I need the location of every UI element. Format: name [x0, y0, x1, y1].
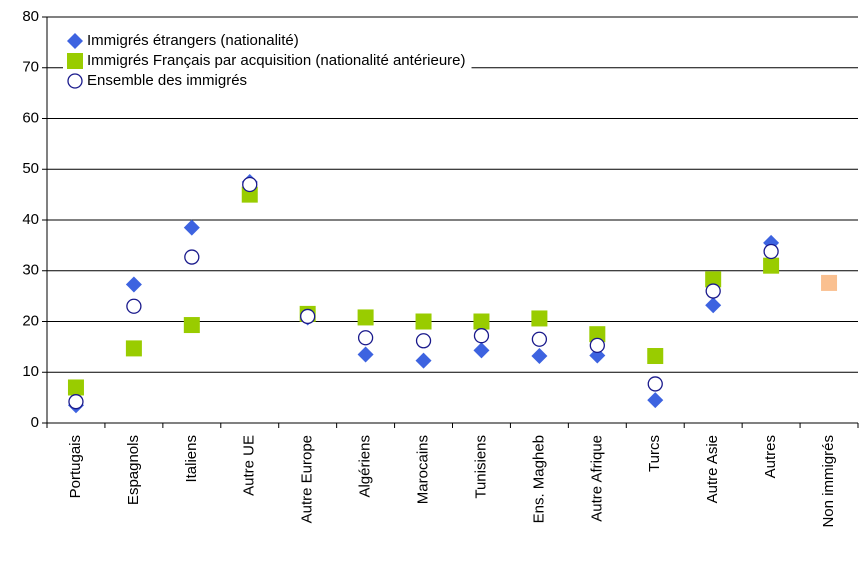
point — [126, 298, 142, 314]
point — [68, 394, 84, 410]
y-tick-label: 20 — [22, 312, 39, 329]
y-tick-label: 50 — [22, 160, 39, 177]
point — [647, 348, 664, 365]
point — [705, 271, 722, 288]
legend-marker — [67, 33, 83, 49]
legend-label: Immigrés Français par acquisition (natio… — [87, 52, 466, 69]
x-tick-label: Ens. Magheb — [530, 435, 547, 523]
point — [473, 328, 490, 344]
point — [415, 333, 432, 349]
x-tick-label: Algériens — [357, 435, 374, 498]
point — [705, 283, 721, 299]
x-tick-label: Autre UE — [241, 435, 258, 496]
x-tick-label: Turcs — [646, 435, 663, 472]
x-tick-label: Espagnols — [125, 435, 142, 505]
point — [821, 274, 838, 291]
x-tick-label: Autre Asie — [704, 435, 721, 503]
point — [357, 330, 374, 346]
point — [125, 276, 142, 293]
legend-marker — [67, 73, 83, 89]
y-tick-label: 40 — [22, 211, 39, 228]
point — [589, 326, 606, 343]
x-tick-label: Tunisiens — [472, 435, 489, 499]
point — [705, 297, 722, 314]
x-tick-label: Italiens — [183, 435, 200, 483]
y-tick-label: 10 — [22, 363, 39, 380]
point — [125, 340, 142, 357]
point — [473, 313, 490, 330]
y-tick-label: 70 — [22, 59, 39, 76]
x-tick-label: Autre Europe — [299, 435, 316, 523]
y-tick-label: 80 — [22, 8, 39, 25]
legend-label: Immigrés étrangers (nationalité) — [87, 32, 299, 49]
point — [647, 376, 663, 392]
x-tick-label: Autre Afrique — [588, 435, 605, 522]
point — [531, 310, 548, 327]
point — [531, 348, 548, 365]
point — [531, 331, 548, 347]
point — [415, 313, 432, 330]
legend-label: Ensemble des immigrés — [87, 72, 247, 89]
legend-marker — [67, 53, 83, 69]
point — [763, 257, 780, 274]
point — [357, 346, 374, 363]
point — [763, 243, 779, 260]
point — [357, 309, 374, 326]
x-tick-label: Portugais — [67, 435, 84, 498]
point — [184, 249, 200, 265]
x-tick-label: Autres — [762, 435, 779, 478]
point — [67, 379, 84, 396]
point — [415, 352, 432, 369]
x-tick-label: Non immigrés — [820, 435, 837, 528]
y-tick-label: 0 — [31, 414, 39, 431]
point — [300, 308, 316, 325]
point — [589, 337, 605, 354]
point — [183, 317, 200, 334]
y-tick-label: 60 — [22, 109, 39, 126]
point — [242, 176, 258, 193]
legend: Immigrés étrangers (nationalité) Immigrés… — [63, 31, 472, 91]
legend-background — [63, 31, 472, 91]
point — [647, 392, 664, 409]
point — [473, 342, 490, 359]
point — [183, 219, 200, 236]
y-tick-label: 30 — [22, 262, 39, 279]
x-tick-label: Marocains — [415, 435, 432, 504]
